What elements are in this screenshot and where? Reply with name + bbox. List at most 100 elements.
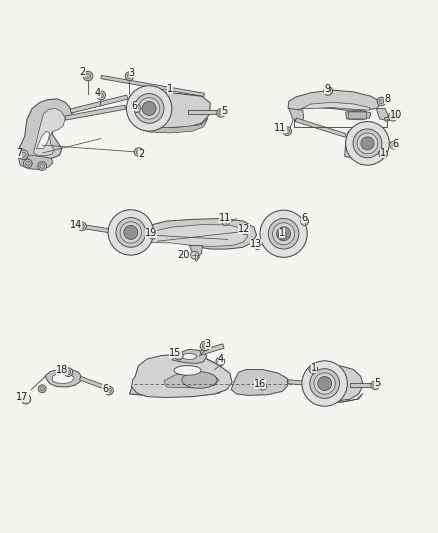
Circle shape	[202, 343, 208, 349]
Polygon shape	[200, 344, 224, 355]
Circle shape	[259, 382, 267, 390]
Circle shape	[268, 219, 299, 249]
Text: 5: 5	[374, 378, 380, 388]
Circle shape	[80, 224, 84, 229]
Polygon shape	[315, 393, 363, 403]
Polygon shape	[36, 131, 49, 149]
Polygon shape	[101, 75, 205, 96]
Circle shape	[38, 161, 46, 171]
Circle shape	[277, 227, 290, 241]
Circle shape	[283, 127, 291, 135]
Polygon shape	[132, 354, 232, 398]
Text: 12: 12	[238, 224, 250, 234]
Circle shape	[99, 93, 103, 98]
Circle shape	[302, 361, 347, 406]
Polygon shape	[350, 383, 375, 387]
Circle shape	[379, 99, 384, 104]
Circle shape	[216, 357, 225, 366]
Ellipse shape	[174, 366, 201, 375]
Polygon shape	[18, 155, 53, 169]
Polygon shape	[376, 108, 389, 120]
Circle shape	[18, 150, 28, 159]
Text: 2: 2	[138, 149, 145, 159]
Circle shape	[78, 222, 86, 231]
Circle shape	[310, 369, 339, 398]
Text: 7: 7	[16, 148, 22, 158]
Text: 16: 16	[254, 378, 266, 389]
Polygon shape	[127, 219, 257, 249]
Polygon shape	[70, 95, 128, 113]
Circle shape	[279, 231, 286, 239]
Circle shape	[21, 152, 26, 157]
Circle shape	[125, 72, 134, 80]
Text: 10: 10	[390, 110, 403, 119]
Circle shape	[218, 359, 223, 364]
Circle shape	[373, 383, 378, 387]
Circle shape	[108, 210, 153, 255]
Ellipse shape	[182, 372, 217, 389]
Circle shape	[124, 225, 138, 239]
Circle shape	[142, 101, 156, 116]
Polygon shape	[231, 369, 288, 395]
Polygon shape	[288, 380, 311, 385]
Circle shape	[390, 115, 395, 119]
Text: 1: 1	[167, 84, 173, 94]
Polygon shape	[136, 92, 210, 128]
Circle shape	[217, 108, 226, 117]
Circle shape	[177, 353, 181, 358]
Polygon shape	[345, 127, 389, 159]
Circle shape	[389, 112, 397, 121]
Circle shape	[116, 217, 146, 247]
Text: 18: 18	[56, 366, 68, 375]
Circle shape	[241, 227, 249, 235]
Text: 4: 4	[218, 354, 224, 364]
Circle shape	[311, 367, 316, 372]
Circle shape	[280, 233, 284, 237]
Text: 3: 3	[129, 68, 135, 78]
Polygon shape	[141, 118, 208, 133]
Polygon shape	[311, 366, 363, 401]
Ellipse shape	[182, 353, 197, 359]
Circle shape	[200, 341, 210, 351]
Circle shape	[106, 388, 111, 393]
Polygon shape	[33, 108, 65, 156]
Text: 2: 2	[80, 67, 86, 77]
Polygon shape	[258, 235, 283, 247]
Polygon shape	[17, 99, 73, 159]
Circle shape	[191, 251, 198, 259]
Circle shape	[134, 148, 143, 157]
Text: 13: 13	[250, 239, 262, 249]
Text: 3: 3	[205, 339, 211, 349]
Circle shape	[21, 394, 31, 404]
Circle shape	[377, 97, 386, 106]
Circle shape	[260, 210, 307, 257]
Text: 11: 11	[219, 214, 231, 223]
Circle shape	[149, 231, 156, 239]
Polygon shape	[80, 376, 110, 391]
Circle shape	[23, 397, 28, 402]
Circle shape	[371, 381, 380, 390]
Polygon shape	[81, 224, 126, 235]
Circle shape	[219, 110, 223, 115]
Text: 11: 11	[275, 123, 287, 133]
Polygon shape	[52, 373, 74, 384]
Circle shape	[318, 376, 332, 391]
Circle shape	[40, 386, 44, 391]
Polygon shape	[135, 93, 161, 124]
Circle shape	[120, 222, 141, 243]
Polygon shape	[172, 350, 207, 364]
Polygon shape	[288, 90, 381, 110]
Circle shape	[127, 86, 172, 131]
Polygon shape	[189, 246, 202, 257]
Circle shape	[346, 122, 389, 165]
Circle shape	[314, 373, 336, 394]
Circle shape	[83, 71, 93, 81]
FancyBboxPatch shape	[348, 112, 367, 119]
Circle shape	[326, 88, 331, 93]
Circle shape	[134, 94, 164, 123]
Circle shape	[361, 137, 374, 150]
Text: 14: 14	[70, 220, 82, 230]
Circle shape	[151, 233, 155, 237]
Circle shape	[379, 149, 388, 158]
Text: 1: 1	[380, 148, 386, 158]
